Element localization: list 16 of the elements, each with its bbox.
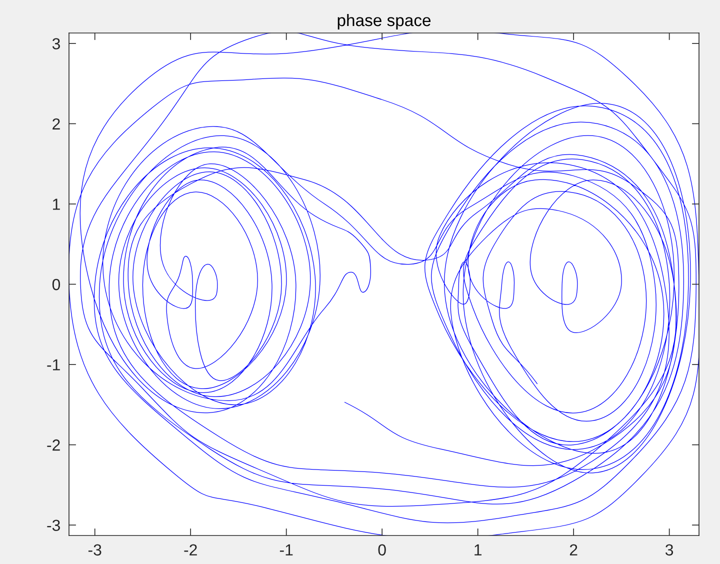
y-tick-label: -3 [47, 520, 60, 532]
line-series [69, 33, 699, 536]
x-tick-label: -2 [184, 544, 197, 556]
x-tick-label: 0 [378, 544, 386, 556]
y-tick-label: -2 [47, 439, 60, 451]
x-tick-label: 1 [474, 544, 482, 556]
x-tick-label: -1 [280, 544, 293, 556]
chart-title: phase space [338, 14, 431, 30]
y-tick-label: 2 [52, 118, 60, 130]
y-tick-label: 1 [53, 198, 60, 210]
y-tick-label: 0 [52, 278, 60, 290]
x-tick-label: -3 [88, 544, 102, 556]
y-tick-label: -1 [47, 359, 60, 370]
x-tick-label: 2 [570, 544, 578, 556]
y-tick-label: 3 [52, 38, 60, 50]
x-tick-label: 3 [665, 544, 674, 556]
